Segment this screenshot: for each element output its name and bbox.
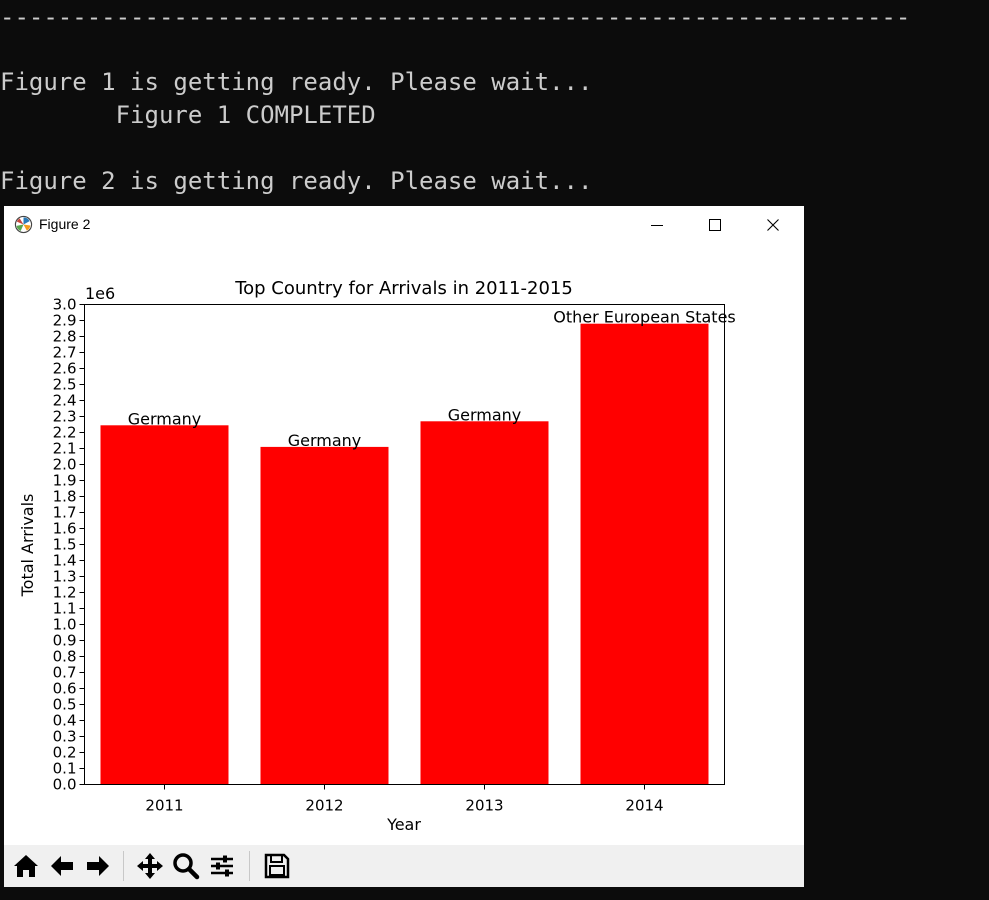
console-line-1: Figure 1 is getting ready. Please wait..…	[0, 68, 593, 96]
y-tick-label: 2.3	[53, 408, 77, 426]
bar-label: Other European States	[553, 308, 736, 327]
y-tick-label: 2.8	[53, 328, 77, 346]
bar-label: Germany	[448, 405, 522, 424]
y-tick-label: 2.2	[53, 424, 77, 442]
y-tick-label: 1.5	[53, 536, 77, 554]
y-tick-label: 0.5	[53, 696, 77, 714]
window-title: Figure 2	[39, 216, 91, 232]
console-line-2: Figure 1 COMPLETED	[0, 101, 376, 129]
y-tick-label: 0.0	[53, 776, 77, 794]
y-tick-label: 1.4	[53, 552, 77, 570]
bar	[420, 421, 549, 785]
maximize-icon	[709, 219, 721, 231]
forward-icon	[87, 856, 109, 876]
matplotlib-logo-icon	[14, 215, 33, 234]
y-tick-label: 0.4	[53, 712, 77, 730]
y-tick-label: 0.6	[53, 680, 77, 698]
y-tick-label: 1.7	[53, 504, 77, 522]
y-tick-label: 2.1	[53, 440, 77, 458]
offset-text: 1e6	[85, 284, 115, 303]
y-tick-label: 2.7	[53, 344, 77, 362]
y-tick-label: 0.9	[53, 632, 77, 650]
x-tick-label: 2011	[145, 797, 183, 815]
y-tick-label: 0.7	[53, 664, 77, 682]
x-tick-label: 2014	[625, 797, 663, 815]
y-tick-label: 0.2	[53, 744, 77, 762]
y-axis-label: Total Arrivals	[18, 494, 37, 598]
bar	[580, 323, 709, 785]
x-tick-label: 2012	[305, 797, 343, 815]
axes-frame	[84, 304, 725, 785]
zoom-icon	[173, 853, 200, 880]
back-icon	[51, 856, 73, 876]
y-tick-label: 0.3	[53, 728, 77, 746]
home-icon	[14, 855, 38, 877]
y-tick-label: 0.8	[53, 648, 77, 666]
y-tick-label: 1.8	[53, 488, 77, 506]
minimize-icon	[651, 225, 663, 226]
console-line-3: Figure 2 is getting ready. Please wait..…	[0, 167, 593, 195]
bar-label: Germany	[288, 431, 362, 450]
y-tick-label: 2.9	[53, 312, 77, 330]
y-tick-label: 2.6	[53, 360, 77, 378]
y-tick-label: 1.1	[53, 600, 77, 618]
x-tick-label: 2013	[465, 797, 503, 815]
navigation-toolbar	[4, 845, 804, 887]
y-tick-label: 1.9	[53, 472, 77, 490]
forward-button[interactable]	[81, 849, 115, 883]
pan-button[interactable]	[133, 849, 167, 883]
title-bar[interactable]: Figure 2	[4, 206, 804, 244]
bar	[260, 446, 389, 785]
y-tick-label: 2.0	[53, 456, 77, 474]
pan-icon	[137, 853, 163, 879]
close-button[interactable]	[744, 206, 802, 244]
configure-subplots-icon	[211, 855, 233, 877]
y-tick-label: 1.0	[53, 616, 77, 634]
chart-title: Top Country for Arrivals in 2011-2015	[234, 278, 573, 299]
configure-subplots-button[interactable]	[205, 849, 239, 883]
y-tick-label: 3.0	[53, 296, 77, 314]
zoom-button[interactable]	[169, 849, 203, 883]
y-tick-label: 1.2	[53, 584, 77, 602]
y-tick-label: 0.1	[53, 760, 77, 778]
x-axis-label: Year	[386, 815, 421, 834]
minimize-button[interactable]	[628, 206, 686, 244]
y-tick-label: 2.5	[53, 376, 77, 394]
close-icon	[767, 219, 779, 231]
bar-label: Germany	[128, 409, 202, 428]
home-button[interactable]	[9, 849, 43, 883]
back-button[interactable]	[45, 849, 79, 883]
figure-window: Figure 2 Top Country for Arrivals in 201…	[4, 206, 804, 887]
y-tick-label: 2.4	[53, 392, 77, 410]
save-button[interactable]	[260, 849, 294, 883]
bar-chart[interactable]: Top Country for Arrivals in 2011-2015 1e…	[4, 244, 804, 845]
maximize-button[interactable]	[686, 206, 744, 244]
toolbar-separator	[249, 851, 250, 881]
separator-line: ----------------------------------------…	[0, 3, 911, 31]
y-tick-label: 1.6	[53, 520, 77, 538]
save-icon	[264, 853, 290, 879]
bar	[100, 425, 229, 785]
toolbar-separator	[123, 851, 124, 881]
y-tick-label: 1.3	[53, 568, 77, 586]
